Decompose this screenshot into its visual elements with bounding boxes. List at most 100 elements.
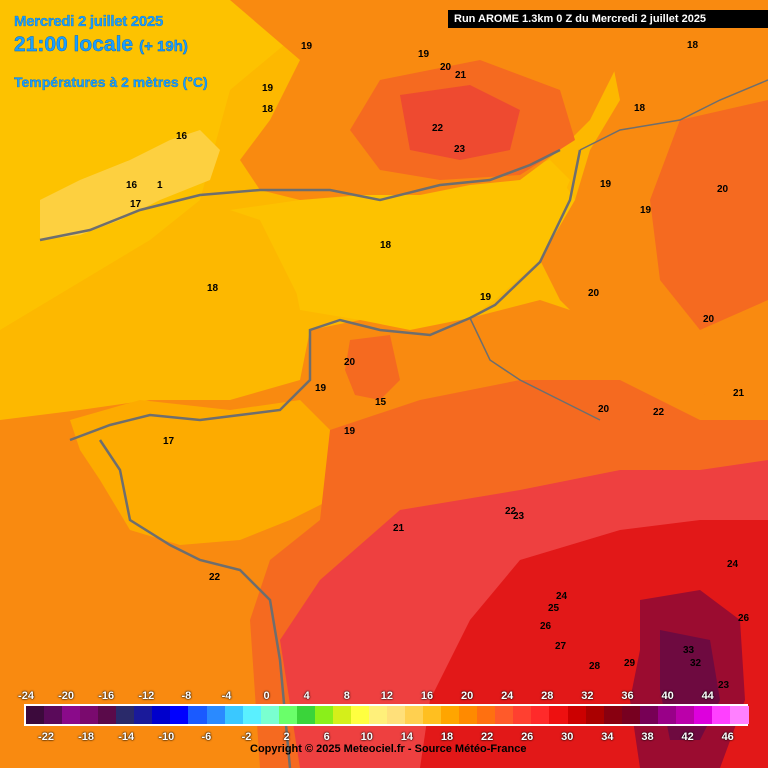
legend-swatch xyxy=(80,706,100,724)
legend-swatch xyxy=(621,706,641,724)
legend-bottom-label: 10 xyxy=(360,731,373,743)
forecast-date: Mercredi 2 juillet 2025 xyxy=(14,13,164,30)
temperature-label: 19 xyxy=(640,205,652,216)
temperature-label: 22 xyxy=(505,506,517,517)
legend-bottom-label: 26 xyxy=(521,731,534,743)
border-belgium xyxy=(579,79,768,151)
legend-swatch xyxy=(314,706,334,724)
legend-bottom-label: 34 xyxy=(601,731,614,743)
temperature-label: 15 xyxy=(375,397,387,408)
legend-top-label: 20 xyxy=(460,690,474,702)
forecast-offset: (+ 19h) xyxy=(139,38,188,55)
legend-swatch xyxy=(26,706,45,724)
legend-top-label: -24 xyxy=(18,690,34,702)
temperature-label: 19 xyxy=(262,83,274,94)
legend-swatch xyxy=(693,706,713,724)
temperature-label: 20 xyxy=(440,62,452,73)
brittany-land xyxy=(70,400,330,545)
legend-swatch xyxy=(567,706,587,724)
legend-swatch xyxy=(405,706,425,724)
legend-bottom-label: 22 xyxy=(480,731,494,743)
temperature-label: 22 xyxy=(209,572,221,583)
temperature-label: 19 xyxy=(600,179,612,190)
legend-swatch xyxy=(152,706,172,724)
legend-swatch xyxy=(513,706,533,724)
legend-bottom-label: 14 xyxy=(400,731,414,743)
legend-top-label: 4 xyxy=(303,690,310,702)
legend-swatch xyxy=(44,706,64,724)
legend-top-label: 40 xyxy=(661,690,674,702)
legend-swatch xyxy=(495,706,515,724)
legend-bottom-label: 42 xyxy=(681,731,694,743)
temperature-label: 20 xyxy=(703,314,715,325)
temperature-label: 25 xyxy=(548,603,560,614)
temperature-label: 16 xyxy=(176,131,188,142)
england-hot xyxy=(400,85,520,160)
temperature-label: 19 xyxy=(344,426,356,437)
channel-sea-east xyxy=(260,170,575,330)
legend-swatch xyxy=(170,706,190,724)
temperature-label: 18 xyxy=(634,103,646,114)
legend-swatch xyxy=(729,706,749,724)
temperature-label: 24 xyxy=(727,559,739,570)
coastline-france xyxy=(69,149,582,442)
temperature-label: 32 xyxy=(690,658,702,669)
legend-bottom-label: 6 xyxy=(323,731,330,743)
temperature-label: 21 xyxy=(733,388,745,399)
legend-top-label: -8 xyxy=(181,690,192,702)
temperature-label: 20 xyxy=(598,404,610,415)
legend-swatch xyxy=(260,706,280,724)
legend-bottom-label: 2 xyxy=(283,731,290,743)
temperature-label: 17 xyxy=(163,436,175,447)
legend-bottom-label: -18 xyxy=(78,731,95,743)
legend-bottom-label: -2 xyxy=(241,731,252,743)
legend-bottom-label: 18 xyxy=(440,731,454,743)
temperature-label: 23 xyxy=(718,680,730,691)
legend-bottom-label: 38 xyxy=(641,731,654,743)
legend-top-label: 28 xyxy=(541,690,554,702)
legend-top-label: 0 xyxy=(263,690,270,702)
temperature-label: 18 xyxy=(687,40,699,51)
coastline-atlantic xyxy=(98,439,292,768)
temperature-label: 28 xyxy=(589,661,601,672)
temperature-label: 33 xyxy=(683,645,695,656)
legend-swatch xyxy=(350,706,370,724)
temperature-label: 26 xyxy=(540,621,552,632)
temperature-label: 26 xyxy=(738,613,750,624)
coastline-england xyxy=(39,148,561,242)
legend-swatch xyxy=(278,706,298,724)
legend-swatch xyxy=(441,706,461,724)
legend-top-label: 36 xyxy=(621,690,634,702)
run-info: Run AROME 1.3km 0 Z du Mercredi 2 juille… xyxy=(448,10,768,28)
legend-top-label: -16 xyxy=(98,690,115,702)
legend-swatch xyxy=(711,706,731,724)
legend-bottom-label: -10 xyxy=(158,731,175,743)
temperature-label: 18 xyxy=(262,104,274,115)
legend-swatch xyxy=(62,706,82,724)
temperature-label: 24 xyxy=(556,591,568,602)
legend-swatch xyxy=(657,706,677,724)
legend-swatch xyxy=(603,706,623,724)
legend-swatch xyxy=(134,706,154,724)
legend-swatch xyxy=(188,706,208,724)
legend-swatch xyxy=(585,706,605,724)
legend-swatch xyxy=(675,706,695,724)
legend-top-label: 44 xyxy=(701,690,714,702)
legend-bottom-label: -6 xyxy=(201,731,212,743)
temperature-label: 19 xyxy=(315,383,327,394)
temperature-label: 23 xyxy=(513,511,525,522)
temperature-label: 18 xyxy=(380,240,392,251)
legend-swatch xyxy=(242,706,262,724)
legend-swatch xyxy=(332,706,352,724)
temperature-label: 21 xyxy=(393,523,405,534)
legend-bottom-label: 46 xyxy=(721,731,734,743)
temperature-label: 1 xyxy=(157,180,163,191)
legend-swatch xyxy=(387,706,406,724)
temperature-label: 22 xyxy=(432,123,444,134)
temperature-label: 16 xyxy=(126,180,138,191)
temperature-label: 29 xyxy=(624,658,636,669)
temperature-label: 20 xyxy=(588,288,600,299)
temperature-label: 19 xyxy=(480,292,492,303)
cornwall-land xyxy=(40,130,220,240)
